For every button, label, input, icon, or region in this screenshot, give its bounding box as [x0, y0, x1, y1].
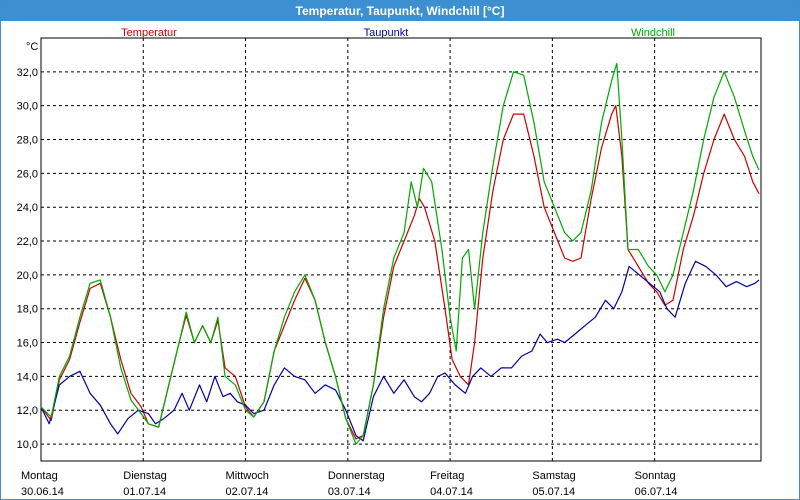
x-tick-date: 01.07.14	[123, 486, 166, 498]
legend-windchill: Windchill	[631, 27, 675, 39]
y-axis-unit: °C	[26, 41, 38, 53]
x-tick-weekday: Donnerstag	[328, 470, 385, 482]
x-tick-weekday: Dienstag	[123, 470, 166, 482]
y-tick-label: 24,0	[17, 202, 38, 214]
y-tick-label: 22,0	[17, 236, 38, 248]
y-tick-label: 14,0	[17, 371, 38, 383]
x-tick-weekday: Samstag	[532, 470, 575, 482]
y-tick-label: 32,0	[17, 67, 38, 79]
x-tick-date: 04.07.14	[430, 486, 473, 498]
x-tick-weekday: Freitag	[430, 470, 464, 482]
y-tick-label: 20,0	[17, 270, 38, 282]
x-tick-weekday: Mittwoch	[226, 470, 269, 482]
window-title: Temperatur, Taupunkt, Windchill [°C]	[1, 1, 799, 21]
y-tick-label: 30,0	[17, 101, 38, 113]
legend-taupunkt: Taupunkt	[364, 27, 409, 39]
legend-temperatur: Temperatur	[121, 27, 177, 39]
y-tick-label: 18,0	[17, 304, 38, 316]
y-tick-label: 28,0	[17, 135, 38, 147]
x-tick-weekday: Sonntag	[635, 470, 676, 482]
x-tick-date: 30.06.14	[21, 486, 64, 498]
x-tick-date: 06.07.14	[635, 486, 678, 498]
series-line-windchill	[40, 62, 760, 445]
y-tick-label: 26,0	[17, 168, 38, 180]
y-tick-label: 16,0	[17, 338, 38, 350]
x-tick-date: 03.07.14	[328, 486, 371, 498]
series-line-taupunkt	[40, 260, 760, 442]
y-tick-label: 12,0	[17, 405, 38, 417]
x-tick-date: 05.07.14	[532, 486, 575, 498]
x-tick-date: 02.07.14	[226, 486, 269, 498]
y-tick-label: 10,0	[17, 439, 38, 451]
x-tick-weekday: Montag	[21, 470, 58, 482]
